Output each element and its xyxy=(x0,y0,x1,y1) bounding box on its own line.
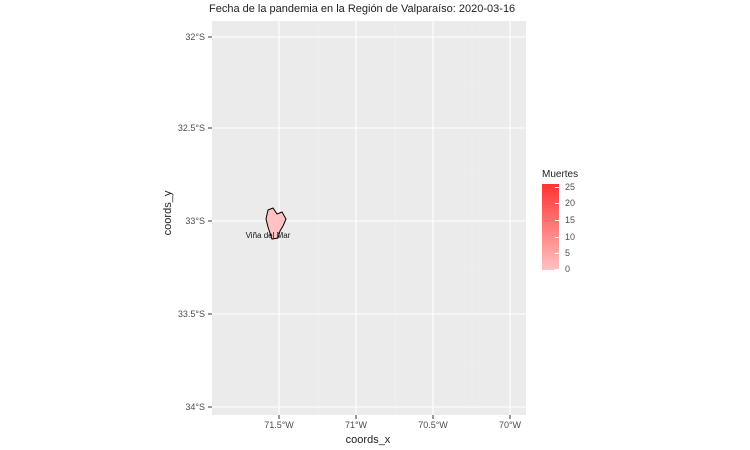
y-tick-label: 33.5°S xyxy=(178,309,205,319)
y-tick-label: 33°S xyxy=(185,216,205,226)
x-tick-label: 71.5°W xyxy=(264,420,294,430)
legend-tick-label: 15 xyxy=(565,215,576,225)
y-tick-label: 32°S xyxy=(185,32,205,42)
region-label: Viña del Mar xyxy=(246,231,291,240)
x-axis-title: coords_x xyxy=(346,434,391,446)
map-title: Fecha de la pandemia en la Región de Val… xyxy=(209,3,516,15)
legend-tick-mark xyxy=(555,237,559,238)
minor-gridlines xyxy=(212,21,526,415)
legend-tick-mark xyxy=(555,253,559,254)
legend-tick-mark xyxy=(555,269,559,270)
legend-title: Muertes xyxy=(542,169,579,180)
y-tick-label: 34°S xyxy=(185,402,205,412)
legend-tick-mark xyxy=(555,203,559,204)
x-tick-label: 70.5°W xyxy=(418,420,448,430)
vina-del-mar-polygon xyxy=(265,207,287,240)
legend-colorbar xyxy=(542,184,559,270)
legend-tick-label: 10 xyxy=(565,232,576,242)
y-tick-label: 32.5°S xyxy=(178,123,205,133)
legend-tick-label: 0 xyxy=(565,264,571,274)
y-axis-title: coords_y xyxy=(162,190,174,235)
legend-tick-label: 5 xyxy=(565,248,571,258)
x-tick-label: 71°W xyxy=(345,420,368,430)
legend-tick-label: 25 xyxy=(565,182,576,192)
legend-tick-label: 20 xyxy=(565,198,576,208)
legend-tick-mark xyxy=(555,187,559,188)
legend-tick-mark xyxy=(555,220,559,221)
major-gridlines xyxy=(212,21,526,415)
axis-tick-marks xyxy=(208,36,511,419)
x-tick-label: 70°W xyxy=(499,420,522,430)
plot-panel xyxy=(212,21,526,415)
